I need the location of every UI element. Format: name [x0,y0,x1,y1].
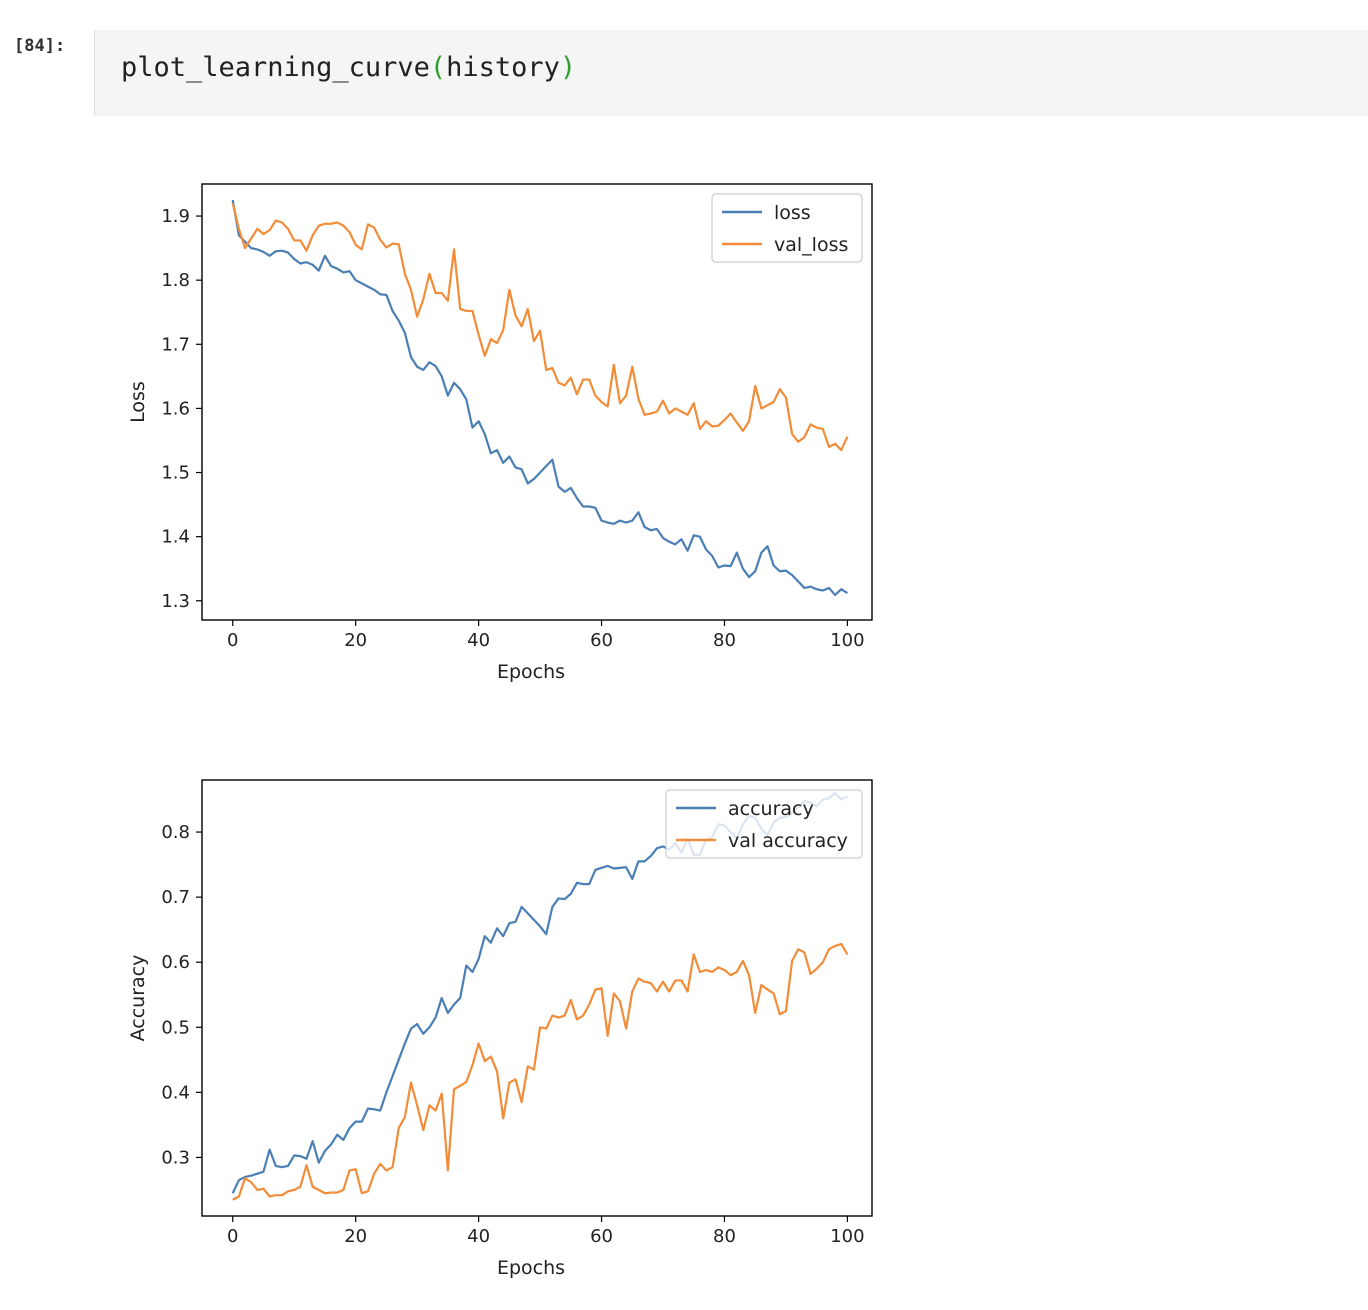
function-argument: history [446,52,560,83]
x-tick-label: 80 [713,630,736,651]
cell-prompt: [84]: [14,36,66,56]
code-line[interactable]: plot_learning_curve(history) [121,52,576,83]
y-tick-label: 1.9 [161,206,190,227]
x-tick-label: 60 [590,1226,613,1247]
accuracy-plot: 0 20 40 60 80 100 0.3 0.4 0.5 0.6 0.7 0.8 Epochs Accu… [110,766,890,1300]
y-tick-label: 0.5 [161,1017,190,1038]
y-tick-label: 1.8 [161,270,190,291]
legend-label: accuracy [728,798,814,820]
function-name: plot_learning_curve [121,52,430,83]
y-tick-label: 0.7 [161,887,190,908]
close-paren: ) [559,52,577,83]
series-line-val-loss [231,202,849,452]
loss-chart-svg: 0 20 40 60 80 100 1.3 1.4 1.5 1.6 1.7 1.8 1.9 Epochs L… [127,183,873,683]
x-tick-label: 20 [344,1226,367,1247]
plot-frame [201,779,873,1217]
y-tick-label: 1.5 [161,463,190,484]
y-tick-label: 0.3 [161,1147,190,1168]
y-tick-label: 1.6 [161,398,190,419]
legend-label: val_loss [774,234,848,256]
x-tick-label: 20 [344,630,367,651]
legend-label: loss [774,202,811,224]
x-tick-label: 60 [590,630,613,651]
x-tick-label: 100 [830,1226,864,1247]
x-tick-label: 0 [227,1226,238,1247]
open-paren: ( [429,52,447,83]
x-tick-label: 100 [830,630,864,651]
y-tick-label: 0.6 [161,952,190,973]
x-axis-label: Epochs [497,1257,565,1279]
x-tick-label: 80 [713,1226,736,1247]
legend-label: val accuracy [728,830,848,852]
plot-frame [201,183,873,621]
y-axis-label: Accuracy [127,955,149,1042]
accuracy-chart-svg: 0 20 40 60 80 100 0.3 0.4 0.5 0.6 0.7 0.8 Epochs Accu… [127,779,873,1279]
y-tick-label: 1.4 [161,527,190,548]
code-cell[interactable]: plot_learning_curve(history) [94,30,1368,116]
y-tick-label: 1.3 [161,591,190,612]
y-axis-label: Loss [127,381,149,423]
y-tick-label: 0.8 [161,822,190,843]
x-axis-label: Epochs [497,661,565,683]
y-tick-label: 0.4 [161,1082,190,1103]
x-tick-label: 40 [467,630,490,651]
series-line-val-accuracy [232,942,849,1201]
loss-plot: 0 20 40 60 80 100 1.3 1.4 1.5 1.6 1.7 1.8 1.9 Epochs L… [110,170,890,704]
x-tick-label: 0 [227,630,238,651]
series-line-loss [231,199,848,597]
x-tick-label: 40 [467,1226,490,1247]
y-tick-label: 1.7 [161,334,190,355]
